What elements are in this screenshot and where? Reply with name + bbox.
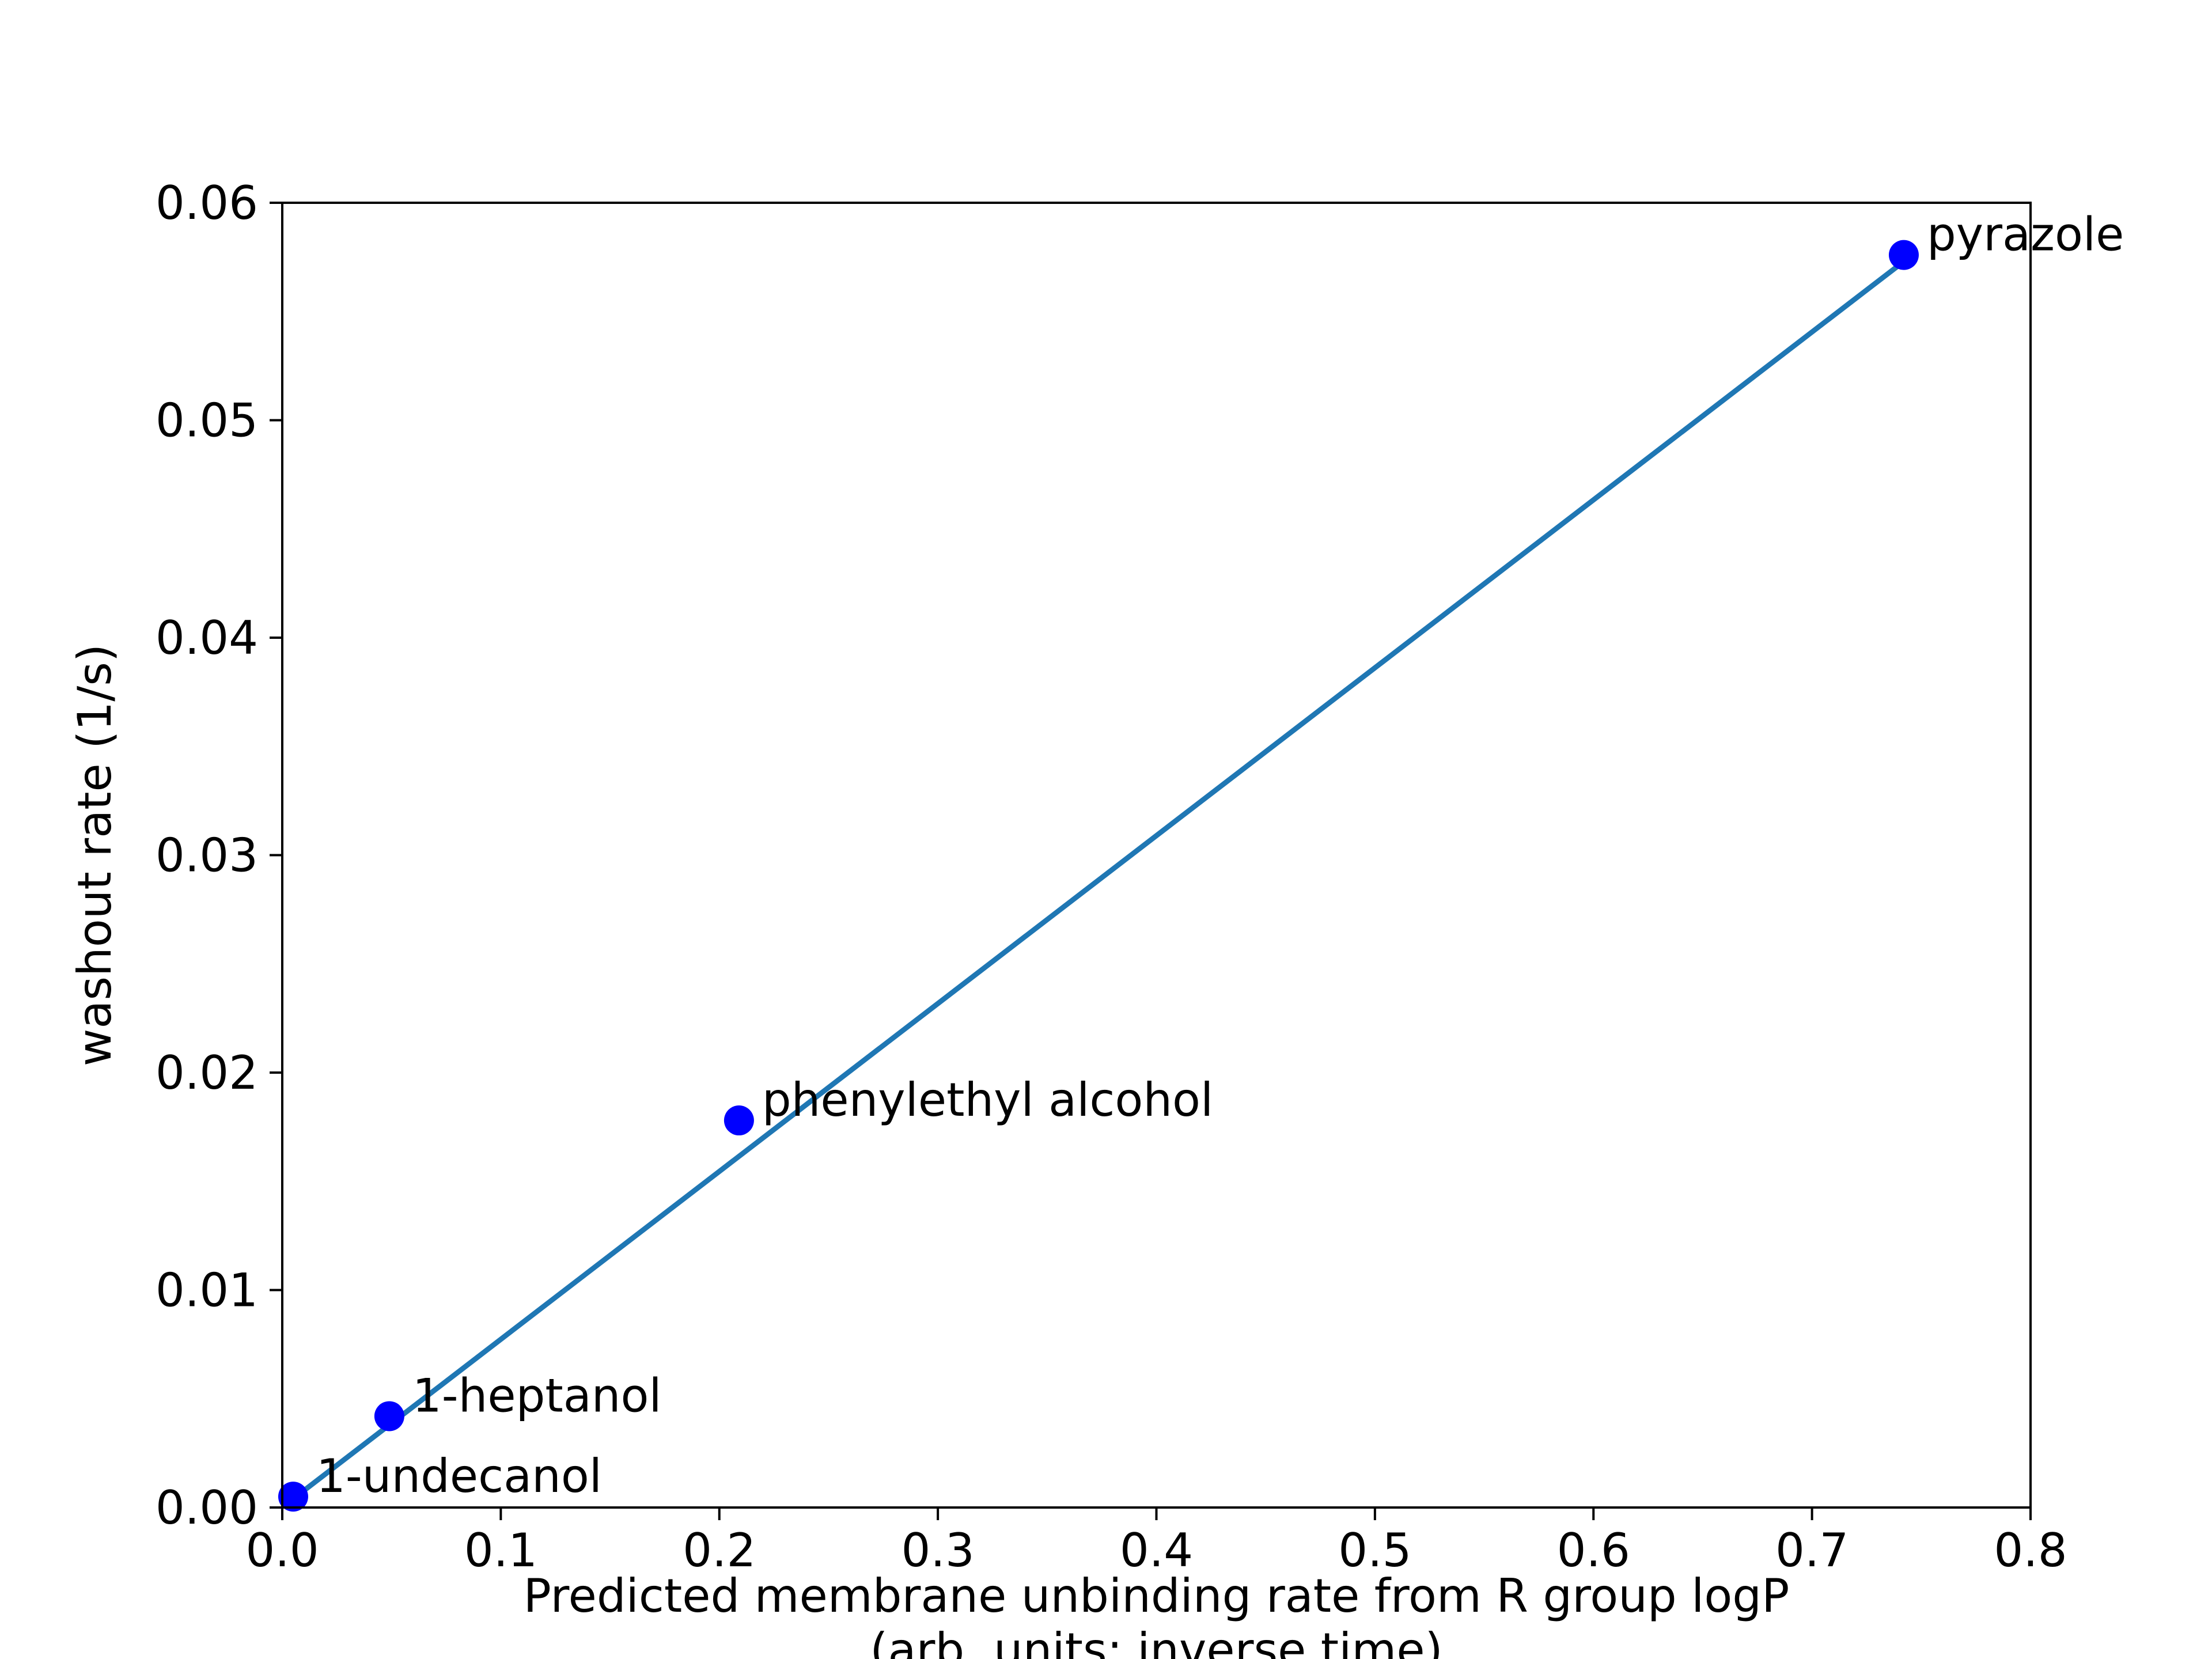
points-layer bbox=[278, 240, 1919, 1512]
x-tick-label: 0.2 bbox=[683, 1524, 756, 1577]
x-axis: 0.0 0.1 0.2 0.3 0.4 0.5 0.6 0.7 0.8 bbox=[245, 1508, 2067, 1577]
data-point bbox=[278, 1482, 308, 1512]
point-label: phenylethyl alcohol bbox=[762, 1073, 1213, 1127]
y-tick-label: 0.00 bbox=[156, 1481, 258, 1535]
point-labels-layer: 1-undecanol 1-heptanol phenylethyl alcohol… bbox=[316, 208, 2124, 1503]
point-label: 1-heptanol bbox=[412, 1369, 662, 1422]
x-tick-label: 0.0 bbox=[245, 1524, 319, 1577]
point-label: pyrazole bbox=[1927, 208, 2124, 262]
y-tick-label: 0.02 bbox=[156, 1046, 258, 1100]
x-tick-label: 0.3 bbox=[902, 1524, 975, 1577]
data-point bbox=[1888, 240, 1919, 270]
x-axis-label-line-2: (arb. units; inverse time) bbox=[870, 1623, 1443, 1659]
x-tick-label: 0.6 bbox=[1557, 1524, 1630, 1577]
x-tick-label: 0.1 bbox=[464, 1524, 537, 1577]
data-point bbox=[724, 1105, 754, 1136]
x-tick-label: 0.8 bbox=[1994, 1524, 2067, 1577]
y-tick-label: 0.04 bbox=[156, 611, 258, 665]
y-tick-label: 0.06 bbox=[156, 176, 258, 230]
x-axis-label-line-1: Predicted membrane unbinding rate from R… bbox=[524, 1569, 1790, 1623]
x-tick-label: 0.5 bbox=[1338, 1524, 1411, 1577]
x-tick-label: 0.7 bbox=[1775, 1524, 1849, 1577]
y-axis: 0.00 0.01 0.02 0.03 0.04 0.05 0.06 bbox=[156, 176, 282, 1535]
y-tick-label: 0.05 bbox=[156, 394, 258, 448]
y-tick-label: 0.03 bbox=[156, 829, 258, 882]
y-axis-label: washout rate (1/s) bbox=[68, 644, 122, 1066]
data-point bbox=[374, 1401, 404, 1431]
y-tick-label: 0.01 bbox=[156, 1264, 258, 1317]
point-label: 1-undecanol bbox=[316, 1449, 602, 1503]
fit-line bbox=[291, 259, 1906, 1501]
fit-line-layer bbox=[291, 259, 1906, 1501]
x-tick-label: 0.4 bbox=[1120, 1524, 1193, 1577]
